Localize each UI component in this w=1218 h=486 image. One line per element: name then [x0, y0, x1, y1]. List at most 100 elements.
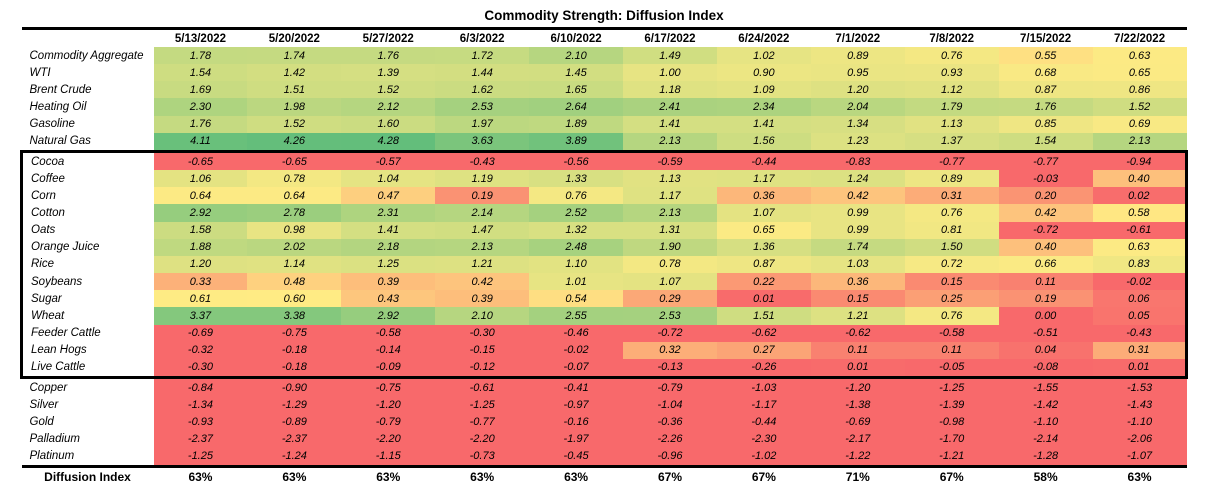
value-cell: 0.11 [904, 341, 999, 359]
table-row: Copper -0.84 -0.90 -0.75 -0.61 -0.41 -0.79 -1.0… [21, 377, 1187, 397]
value-cell: 2.48 [529, 238, 624, 256]
value-cell: 1.52 [1092, 98, 1187, 116]
value-cell: -0.44 [716, 149, 811, 171]
table-row: Gold -0.93 -0.89 -0.79 -0.77 -0.16 -0.36 -0.44-… [21, 413, 1187, 431]
value-cell: -1.20 [810, 377, 905, 397]
value-cell: 1.00 [623, 64, 717, 82]
value-cell: 2.64 [529, 98, 624, 116]
value-cell: -0.02 [1092, 273, 1188, 291]
value-cell: 1.49 [623, 47, 717, 65]
value-cell: -1.22 [810, 447, 905, 467]
value-cell: 0.25 [904, 290, 999, 308]
value-cell: 0.05 [1092, 307, 1188, 325]
value-cell: -0.02 [529, 341, 624, 359]
value-cell: -1.39 [904, 396, 999, 414]
value-cell: 0.36 [716, 187, 811, 205]
diffusion-index-value: 67% [716, 464, 811, 486]
value-cell: 0.65 [1092, 64, 1187, 82]
value-cell: -0.96 [623, 447, 717, 467]
value-cell: -1.24 [247, 447, 342, 467]
table-row: Oats 1.58 0.98 1.41 1.47 1.32 1.31 0.65 0.99 0.81… [20, 221, 1188, 239]
table-row: Rice 1.20 1.14 1.25 1.21 1.10 0.78 0.87 1.03 0.72… [20, 255, 1188, 274]
value-cell: 0.01 [716, 290, 811, 308]
value-cell: -0.94 [1092, 149, 1188, 171]
value-cell: -0.69 [810, 413, 905, 431]
value-cell: 0.00 [998, 307, 1093, 325]
value-cell: -0.05 [904, 358, 999, 379]
diffusion-index-value: 63% [247, 464, 342, 486]
diffusion-index-value: 63% [341, 464, 436, 486]
value-cell: 1.44 [435, 64, 530, 82]
value-cell: 0.11 [998, 273, 1093, 291]
value-cell: -0.56 [529, 149, 624, 171]
corner-cell [21, 27, 154, 47]
value-cell: 1.31 [623, 221, 717, 239]
value-cell: 0.66 [998, 255, 1093, 274]
value-cell: 0.58 [1092, 204, 1188, 222]
row-label: Brent Crude [21, 81, 154, 99]
table-row: Orange Juice 1.88 2.02 2.18 2.13 2.48 1.90 1.36… [20, 238, 1188, 256]
value-cell: 2.30 [153, 98, 248, 116]
value-cell: 1.51 [716, 307, 811, 325]
value-cell: 0.54 [529, 290, 624, 308]
value-cell: 1.74 [247, 47, 342, 65]
value-cell: 1.56 [716, 132, 811, 152]
value-cell: -0.72 [998, 221, 1093, 239]
value-cell: -0.15 [435, 341, 530, 359]
row-label: Gasoline [21, 115, 154, 133]
value-cell: -0.18 [247, 341, 342, 359]
value-cell: 0.72 [904, 255, 999, 274]
value-cell: 0.61 [153, 290, 248, 308]
value-cell: 0.31 [1092, 341, 1188, 359]
row-label: Copper [21, 377, 154, 397]
table-row: Soybeans 0.33 0.48 0.39 0.42 1.01 1.07 0.22 0.36… [20, 273, 1188, 291]
value-cell: 0.76 [904, 204, 999, 222]
value-cell: -1.10 [998, 413, 1093, 431]
value-cell: 4.26 [247, 132, 342, 152]
value-cell: 0.01 [810, 358, 905, 379]
value-cell: -0.45 [529, 447, 624, 467]
header-date-cell: 6/10/2022 [529, 27, 624, 47]
row-label: Rice [20, 255, 154, 274]
row-label: Lean Hogs [20, 341, 154, 359]
value-cell: -2.20 [435, 430, 530, 448]
value-cell: 2.14 [435, 204, 530, 222]
header-date-cell: 6/3/2022 [435, 27, 530, 47]
value-cell: 1.39 [341, 64, 436, 82]
value-cell: 2.78 [247, 204, 342, 222]
value-cell: 2.10 [529, 47, 624, 65]
value-cell: 0.42 [435, 273, 530, 291]
value-cell: 4.11 [153, 132, 248, 152]
value-cell: -1.34 [153, 396, 248, 414]
value-cell: -0.65 [247, 149, 342, 171]
value-cell: 1.21 [435, 255, 530, 274]
value-cell: 1.01 [529, 273, 624, 291]
value-cell: 1.42 [247, 64, 342, 82]
value-cell: -0.75 [341, 377, 436, 397]
row-label: Soybeans [20, 273, 154, 291]
value-cell: -0.62 [716, 324, 811, 342]
value-cell: 0.06 [1092, 290, 1188, 308]
value-cell: -1.15 [341, 447, 436, 467]
row-label: Platinum [21, 447, 154, 467]
value-cell: 0.68 [998, 64, 1093, 82]
value-cell: -1.07 [1092, 447, 1187, 467]
value-cell: 1.19 [435, 170, 530, 188]
value-cell: 2.13 [435, 238, 530, 256]
value-cell: 0.04 [998, 341, 1093, 359]
value-cell: -2.14 [998, 430, 1093, 448]
value-cell: 0.87 [716, 255, 811, 274]
header-date-cell: 5/13/2022 [153, 27, 248, 47]
diffusion-index-value: 63% [529, 464, 624, 486]
value-cell: -0.79 [341, 413, 436, 431]
table-row: Live Cattle -0.30 -0.18 -0.09 -0.12 -0.07 -0.1… [20, 358, 1188, 379]
header-date-cell: 7/1/2022 [810, 27, 905, 47]
value-cell: 2.13 [623, 132, 717, 152]
table-row: Feeder Cattle -0.69 -0.75 -0.58 -0.30 -0.46 -0… [20, 324, 1188, 342]
value-cell: 0.99 [810, 221, 905, 239]
value-cell: -1.04 [623, 396, 717, 414]
value-cell: -2.20 [341, 430, 436, 448]
value-cell: 0.40 [1092, 170, 1188, 188]
value-cell: -0.18 [247, 358, 342, 379]
header-date-cell: 7/8/2022 [904, 27, 999, 47]
